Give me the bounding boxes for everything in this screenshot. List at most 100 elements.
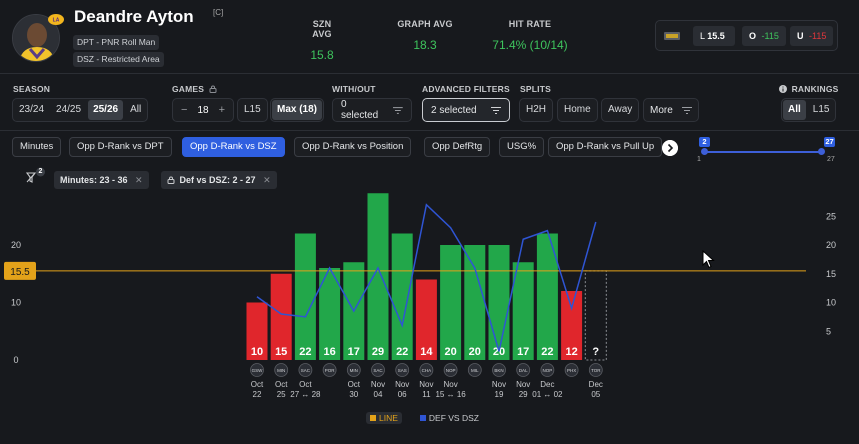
season-23-24[interactable]: 23/24 [19,104,45,115]
rank-range-max-label: 27 [827,156,835,163]
under-odds-value: -115 [809,31,827,41]
games-increment-button[interactable]: + [218,104,225,116]
bar-value-label: 14 [420,346,433,358]
team-abbrev: BKN [494,368,503,373]
game-bar[interactable] [440,245,462,360]
line-odds-chip[interactable]: L 15.5 [693,26,735,46]
game-date-day: 15 ↔ 16 [435,390,466,399]
close-icon[interactable]: ✕ [135,175,143,185]
team-logo-icon [250,363,264,377]
bar-value-label: ? [592,346,599,358]
game-date-month: Nov [395,380,409,389]
team-abbrev: PHX [567,368,576,373]
game-bar[interactable] [319,268,341,360]
game-date-day: 04 [374,390,383,399]
graph-avg-value: 18.3 [413,38,437,52]
graph-avg-stat: GRAPH AVG 18.3 [395,19,455,52]
right-axis-tick: 10 [826,298,836,308]
hit-rate-stat: HIT RATE 71.4% (10/14) [490,19,570,52]
game-bar[interactable] [512,262,534,360]
chip-minutes[interactable]: Minutes [12,137,62,157]
legend-def[interactable]: DEF VS DSZ [416,412,483,424]
prop-line-label: 15.5 [10,267,30,278]
upcoming-game-bar[interactable] [584,270,607,361]
season-all[interactable]: All [130,104,142,115]
rank-range-high-handle[interactable]: 27 [824,137,835,147]
game-date-month: Oct [251,380,264,389]
split-h2h-button[interactable]: H2H [526,104,547,115]
advanced-filters-value: 2 selected [431,104,477,116]
game-bar[interactable] [464,245,486,360]
over-odds-value: -115 [761,31,779,41]
game-bar[interactable] [561,291,583,360]
games-decrement-button[interactable]: − [181,104,188,116]
team-abbrev: GSW [252,368,264,373]
team-abbrev: MIN [277,368,285,373]
splits-more-dropdown[interactable]: More [643,98,699,122]
team-logo-icon [588,363,603,377]
splits-h2h: H2H [519,98,554,122]
clear-filters-icon[interactable] [25,167,47,187]
game-date-day: 29 [519,390,528,399]
position-tag-dsz: DSZ - Restricted Area [73,52,164,67]
team-logo-icon [274,363,289,377]
chip-opp-drank-pull-up[interactable]: Opp D-Rank vs Pull Up [548,137,663,157]
chip-usg[interactable]: USG% [499,137,545,157]
filter-tag-minutes: Minutes: 23 - 36 ✕ [54,171,149,189]
under-odds-chip[interactable]: U -115 [790,26,834,46]
games-label-wrap: GAMES [172,84,217,94]
rankings-l15[interactable]: L15 [812,104,830,115]
games-count-value[interactable]: 18 [197,104,209,116]
filter-icon [393,106,403,114]
over-odds-label: O [749,31,757,41]
bar-value-label: 16 [323,346,335,358]
legend-line[interactable]: LINE [366,412,402,424]
chip-opp-drank-position[interactable]: Opp D-Rank vs Position [294,137,412,157]
game-date-day: 05 [591,390,600,399]
split-home-button[interactable]: Home [564,104,591,115]
chip-opp-drank-dpt[interactable]: Opp D-Rank vs DPT [69,137,172,157]
without-label: WITH/OUT [332,84,376,94]
active-filter-count: 2 [38,168,43,175]
team-logo-icon [322,363,337,377]
bar-value-label: 10 [251,346,263,358]
team-logo-icon [298,363,313,377]
team-abbrev: MIN [350,368,358,373]
rank-range-slider-track[interactable] [704,151,822,153]
chips-next-button[interactable] [662,140,678,156]
game-bar[interactable] [415,279,437,361]
game-bar[interactable] [391,233,413,361]
right-axis-tick: 5 [826,326,831,336]
chip-opp-defrtg[interactable]: Opp DefRtg [424,137,491,157]
rankings-all[interactable]: All [783,100,806,120]
advanced-filters-dropdown[interactable]: 2 selected [422,98,510,122]
season-25-26[interactable]: 25/26 [88,100,124,120]
game-bar[interactable] [367,193,389,360]
game-bar[interactable] [488,245,510,360]
info-icon[interactable] [779,85,787,93]
games-max-button[interactable]: Max (18) [272,100,323,120]
rank-range-low-handle[interactable]: 2 [699,137,710,147]
games-l15-button[interactable]: L15 [244,104,261,115]
rank-range-low-dot[interactable] [701,148,708,155]
splits-away: Away [601,98,640,122]
splits-label: SPLITS [520,84,551,94]
team-abbrev: SAS [398,368,407,373]
game-date-month: Oct [275,380,288,389]
season-24-25[interactable]: 24/25 [56,104,82,115]
over-odds-chip[interactable]: O -115 [742,26,786,46]
game-bar[interactable] [294,233,316,361]
legend-def-label: DEF VS DSZ [428,413,479,423]
without-dropdown[interactable]: 0 selected [332,98,412,122]
game-bar[interactable] [270,273,292,360]
captain-mark: [C] [213,8,224,17]
left-axis-tick: 0 [13,355,18,365]
game-bar[interactable] [246,302,268,361]
game-bar[interactable] [536,233,558,361]
chip-opp-drank-dsz[interactable]: Opp D-Rank vs DSZ [182,137,285,157]
rank-range-high-dot[interactable] [818,148,825,155]
close-icon[interactable]: ✕ [263,175,271,185]
svg-text:LA: LA [53,18,60,24]
sportsbook-logo-icon [664,32,680,40]
split-away-button[interactable]: Away [608,104,633,115]
